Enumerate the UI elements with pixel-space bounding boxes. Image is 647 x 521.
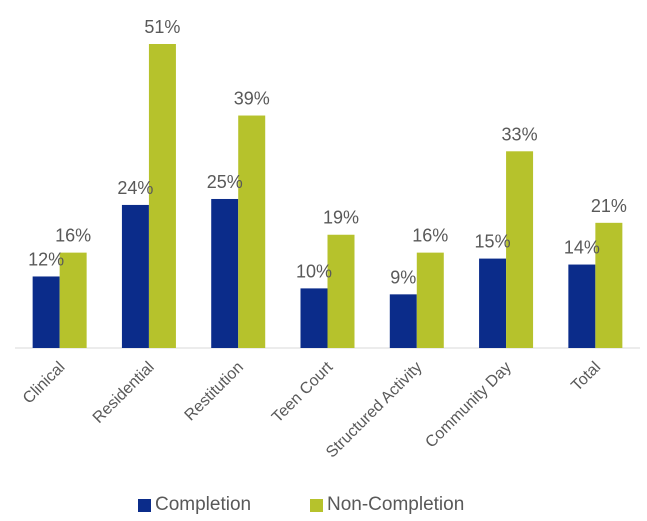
bar-chart: 12% 16% 24% 51% 25% 39% 10% 19% 9% 16% 15% 33% 14% 21… xyxy=(15,17,640,461)
bar-non-completion-clinical xyxy=(59,252,87,348)
bar-non-completion-community-day xyxy=(506,151,534,348)
bars-group xyxy=(32,44,623,348)
x-tick-label: Structured Activity xyxy=(323,359,426,462)
legend-item-completion: Completion xyxy=(138,494,251,516)
data-label: 21% xyxy=(591,196,627,216)
x-tick-label: Community Day xyxy=(422,359,514,451)
data-label: 16% xyxy=(412,226,448,246)
bar-completion-clinical xyxy=(32,276,60,348)
bar-completion-total xyxy=(568,264,596,348)
data-label: 12% xyxy=(28,249,64,269)
data-label: 25% xyxy=(207,172,243,192)
x-tick-label: Teen Court xyxy=(269,358,337,426)
legend-item-non-completion: Non-Completion xyxy=(310,494,464,516)
bar-completion-residential xyxy=(121,204,149,348)
x-tick-label: Residential xyxy=(90,359,158,427)
legend-swatch-completion xyxy=(138,498,151,512)
bar-non-completion-total xyxy=(595,222,623,348)
data-label: 15% xyxy=(475,232,511,252)
bar-completion-structured-activity xyxy=(389,294,417,348)
data-label: 24% xyxy=(117,178,153,198)
data-labels-group: 12% 16% 24% 51% 25% 39% 10% 19% 9% 16% 15% 33% 14% 21… xyxy=(28,17,627,287)
legend: Completion Non-Completion xyxy=(0,494,647,521)
legend-label-non-completion: Non-Completion xyxy=(327,494,465,515)
data-label: 10% xyxy=(296,261,332,281)
data-label: 19% xyxy=(323,208,359,228)
data-label: 14% xyxy=(564,238,600,258)
bar-non-completion-teen-court xyxy=(327,234,355,348)
data-label: 51% xyxy=(144,17,180,37)
bar-non-completion-restitution xyxy=(238,115,266,348)
data-label: 9% xyxy=(390,267,416,287)
bar-completion-restitution xyxy=(211,198,239,348)
data-label: 33% xyxy=(502,124,538,144)
bar-non-completion-residential xyxy=(148,44,176,348)
data-label: 16% xyxy=(55,226,91,246)
legend-swatch-non-completion xyxy=(310,498,323,512)
tick-labels-group: Clinical Residential Restitution Teen Court… xyxy=(20,358,604,461)
bar-completion-community-day xyxy=(479,258,507,348)
x-tick-label: Total xyxy=(568,359,604,395)
bar-completion-teen-court xyxy=(300,288,328,348)
bar-non-completion-structured-activity xyxy=(416,252,444,348)
x-tick-label: Clinical xyxy=(20,359,68,407)
x-tick-label: Restitution xyxy=(182,359,247,424)
legend-label-completion: Completion xyxy=(155,494,252,515)
data-label: 39% xyxy=(234,89,270,109)
